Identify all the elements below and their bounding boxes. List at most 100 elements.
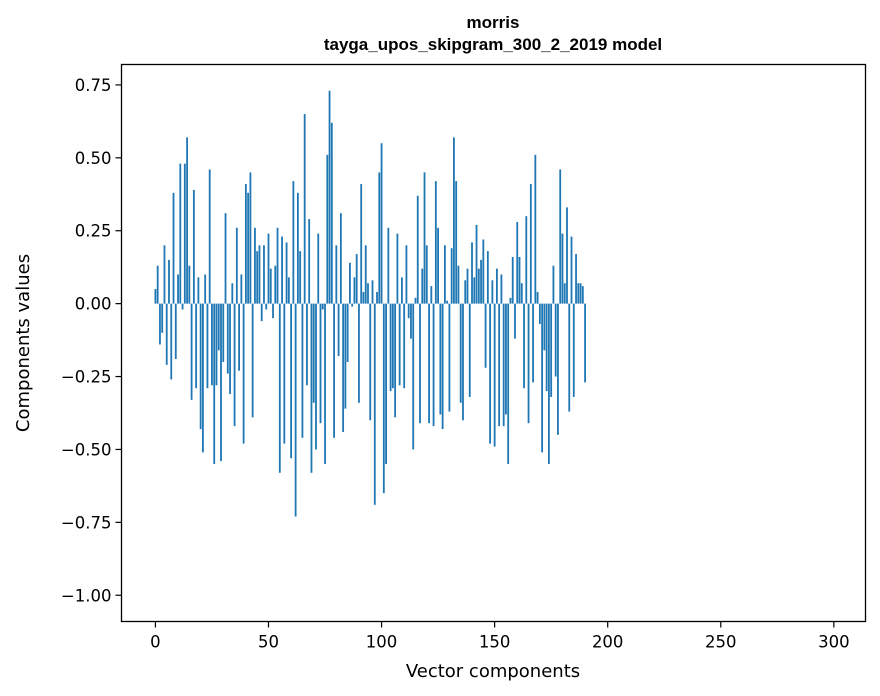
y-tick-label-3: −0.25 <box>61 368 112 387</box>
bar-140 <box>471 242 473 304</box>
bar-91 <box>360 184 363 304</box>
bar-141 <box>473 277 476 304</box>
bar-180 <box>561 233 564 304</box>
bar-56 <box>281 236 283 304</box>
bar-81 <box>337 303 340 357</box>
bar-55 <box>278 303 281 473</box>
x-tick-label-0: 0 <box>150 633 161 652</box>
bar-61 <box>292 181 295 304</box>
x-axis-ticks: 0 50 100 150 200 250 300 <box>150 621 850 652</box>
bar-45 <box>256 251 259 304</box>
bar-146 <box>484 303 487 368</box>
bar-158 <box>511 256 514 304</box>
bar-20 <box>199 303 202 430</box>
bar-182 <box>566 207 568 304</box>
bar-46 <box>258 245 261 304</box>
bar-132 <box>453 137 455 304</box>
bar-130 <box>448 303 451 412</box>
bar-84 <box>344 303 347 409</box>
x-tick-label-3: 150 <box>479 633 511 652</box>
bar-86 <box>349 262 351 304</box>
bar-92 <box>362 291 365 304</box>
bar-98 <box>376 291 378 304</box>
bar-177 <box>554 303 557 377</box>
bar-137 <box>464 280 467 304</box>
bar-30 <box>222 303 225 362</box>
bar-107 <box>396 233 399 304</box>
bar-153 <box>500 274 503 304</box>
bar-106 <box>394 303 397 418</box>
bar-119 <box>423 172 426 304</box>
bar-136 <box>462 303 464 421</box>
bar-69 <box>310 303 313 473</box>
bar-75 <box>324 303 326 465</box>
bar-28 <box>217 303 220 351</box>
bar-73 <box>319 303 322 424</box>
bar-183 <box>568 303 571 412</box>
bar-128 <box>443 245 446 304</box>
bar-24 <box>208 169 211 304</box>
y-tick-label-2: −0.50 <box>61 440 112 459</box>
bar-145 <box>482 239 485 304</box>
bar-13 <box>183 163 186 304</box>
bar-104 <box>389 303 392 392</box>
bar-147 <box>486 251 489 304</box>
x-tick-label-5: 250 <box>705 633 737 652</box>
bar-172 <box>543 303 546 351</box>
bar-16 <box>190 303 193 400</box>
bar-80 <box>335 245 338 304</box>
bar-12 <box>181 303 184 310</box>
bar-68 <box>308 219 311 304</box>
bar-138 <box>466 268 469 304</box>
y-tick-label-7: 0.75 <box>75 76 112 95</box>
bar-120 <box>425 245 428 304</box>
bar-89 <box>355 254 358 304</box>
bar-168 <box>534 154 537 304</box>
bar-77 <box>328 90 331 304</box>
bar-1 <box>156 265 159 304</box>
bar-188 <box>579 283 582 304</box>
bar-93 <box>364 245 367 304</box>
bar-110 <box>403 303 406 389</box>
bar-10 <box>177 274 179 304</box>
bar-27 <box>215 303 218 386</box>
bar-34 <box>231 283 234 304</box>
bar-186 <box>575 254 577 304</box>
bar-8 <box>172 192 175 304</box>
bar-189 <box>581 286 584 304</box>
chart-subtitle: tayga_upos_skipgram_300_2_2019 model <box>324 35 662 54</box>
bar-171 <box>541 303 544 453</box>
bar-96 <box>371 280 374 304</box>
bar-115 <box>414 297 417 304</box>
bar-82 <box>339 213 342 304</box>
bar-5 <box>165 303 168 365</box>
bar-60 <box>290 303 293 459</box>
bar-122 <box>430 286 433 304</box>
bar-63 <box>296 192 299 304</box>
bar-39 <box>242 303 245 444</box>
bar-53 <box>274 265 277 304</box>
bar-88 <box>353 277 356 304</box>
bar-190 <box>584 303 586 383</box>
bar-14 <box>186 137 188 304</box>
bar-0 <box>154 289 157 304</box>
bar-143 <box>477 268 480 304</box>
bar-164 <box>525 216 528 304</box>
bar-124 <box>434 181 437 304</box>
bar-187 <box>577 283 580 304</box>
bar-121 <box>428 303 430 424</box>
x-tick-label-2: 100 <box>366 633 398 652</box>
bar-65 <box>301 303 304 438</box>
bar-66 <box>303 114 306 304</box>
bar-131 <box>450 248 453 304</box>
bar-7 <box>170 303 173 380</box>
bar-87 <box>351 303 354 307</box>
bar-57 <box>283 303 286 444</box>
bar-26 <box>213 303 216 465</box>
bar-139 <box>468 303 471 397</box>
bar-133 <box>455 181 458 304</box>
bar-142 <box>475 224 478 304</box>
bar-74 <box>321 303 324 310</box>
bar-118 <box>421 268 424 304</box>
